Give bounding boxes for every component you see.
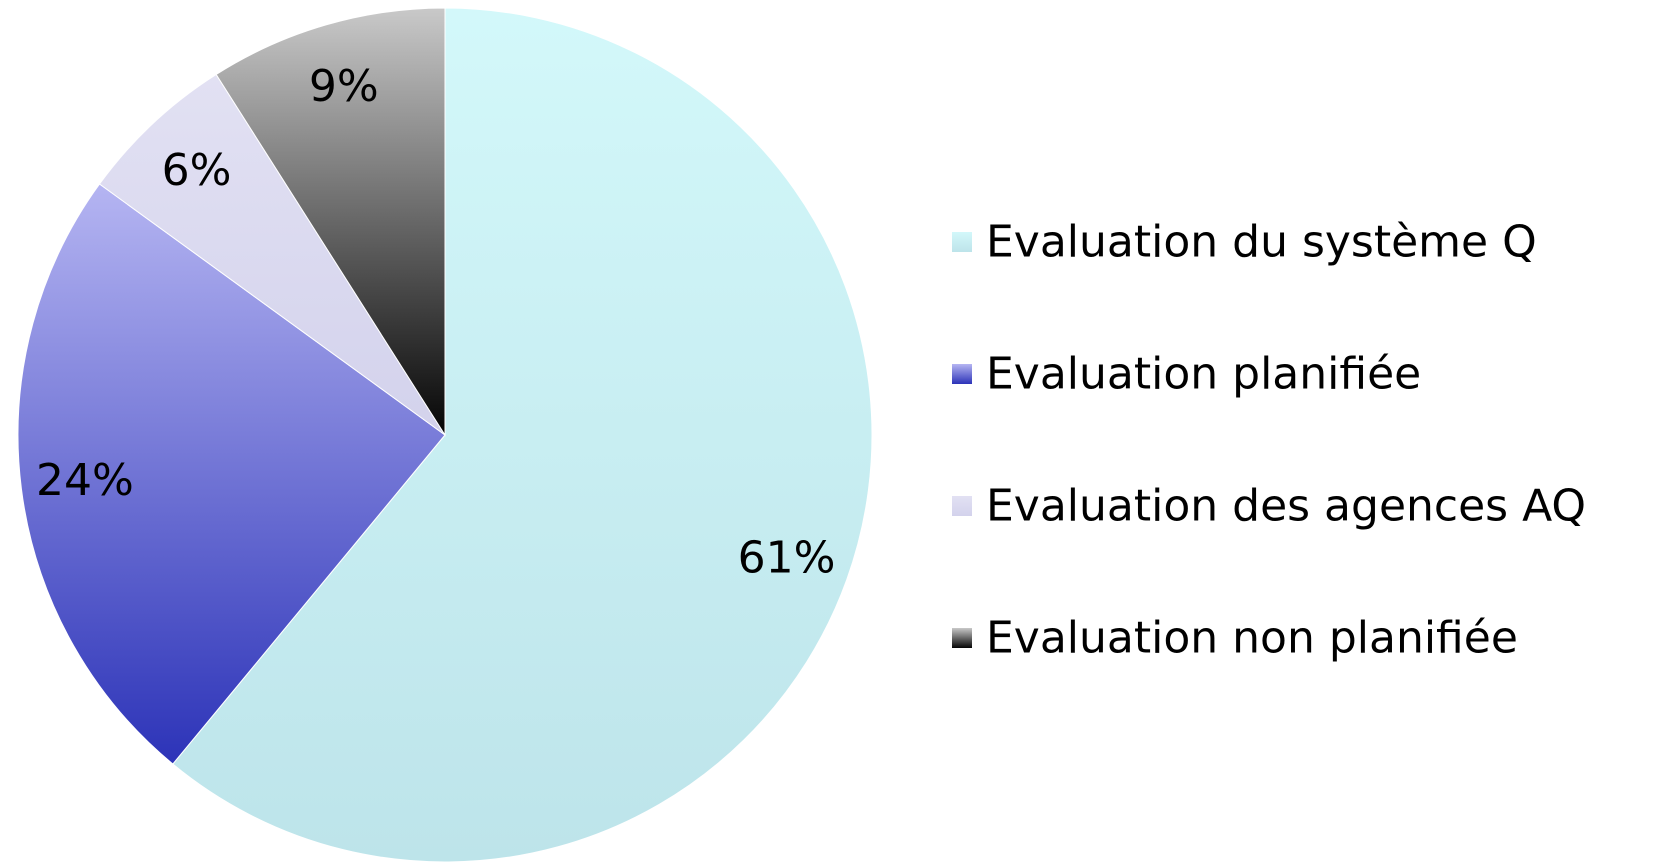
legend-label: Evaluation du système Q (986, 217, 1537, 268)
slice-value-label: 24% (36, 455, 134, 506)
legend-swatch (952, 364, 972, 384)
legend-label: Evaluation non planifiée (986, 613, 1518, 664)
pie-slice-evaluation-des-agences-aq (98, 73, 446, 436)
legend: Evaluation du système Q Evaluation planif… (952, 217, 1586, 664)
pie-slice-labels: 61% 24% 6% 9% (36, 61, 835, 583)
legend-swatch (952, 232, 972, 252)
pie-slices (17, 7, 873, 863)
slice-value-label: 61% (738, 532, 836, 583)
legend-item: Evaluation planifiée (952, 349, 1421, 400)
legend-label: Evaluation planifiée (986, 349, 1421, 400)
legend-swatch (952, 496, 972, 516)
pie-slice-evaluation-non-planifiee (215, 7, 446, 437)
legend-label: Evaluation des agences AQ (986, 481, 1586, 532)
slice-value-label: 9% (309, 61, 379, 112)
legend-item: Evaluation non planifiée (952, 613, 1518, 664)
legend-item: Evaluation du système Q (952, 217, 1537, 268)
pie-slice-evaluation-planifiee (17, 183, 446, 765)
pie-slice-evaluation-du-systeme-q (172, 7, 873, 863)
legend-swatch (952, 628, 972, 648)
slice-value-label: 6% (162, 145, 232, 196)
legend-item: Evaluation des agences AQ (952, 481, 1586, 532)
